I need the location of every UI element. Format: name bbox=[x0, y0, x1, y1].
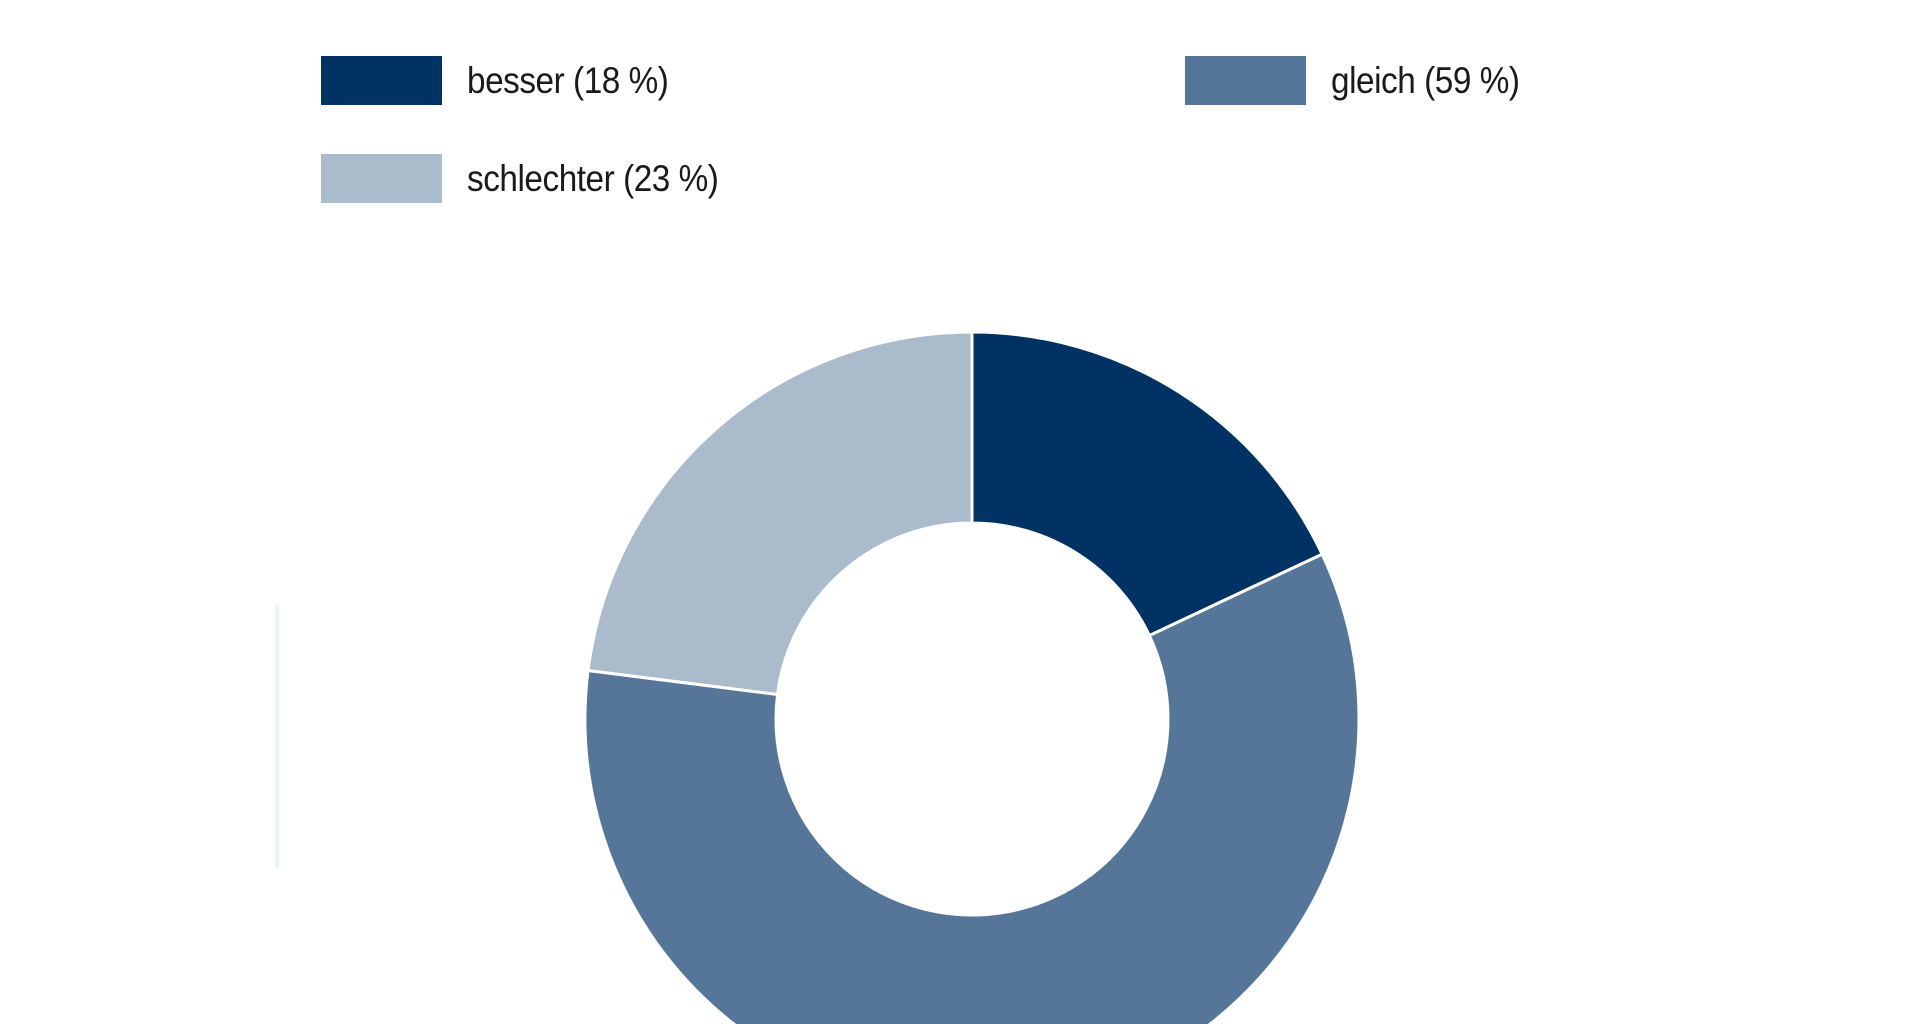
legend-swatch-besser bbox=[321, 56, 442, 105]
legend-item-gleich[interactable]: gleich (59 %) bbox=[1185, 56, 1540, 105]
legend-swatch-schlechter bbox=[321, 154, 442, 203]
legend-label-schlechter: schlechter (23 %) bbox=[467, 157, 719, 199]
side-accent-line bbox=[275, 605, 279, 868]
donut-segment-besser[interactable] bbox=[970, 330, 1325, 638]
legend-item-besser[interactable]: besser (18 %) bbox=[321, 56, 691, 105]
legend-label-gleich: gleich (59 %) bbox=[1331, 59, 1520, 101]
donut-segment-gleich[interactable] bbox=[583, 552, 1361, 1024]
legend-swatch-gleich bbox=[1185, 56, 1306, 105]
legend-item-schlechter[interactable]: schlechter (23 %) bbox=[321, 154, 746, 203]
legend-label-besser: besser (18 %) bbox=[467, 59, 669, 101]
donut-segment-schlechter[interactable] bbox=[586, 330, 974, 697]
donut-segments bbox=[583, 330, 1361, 1024]
